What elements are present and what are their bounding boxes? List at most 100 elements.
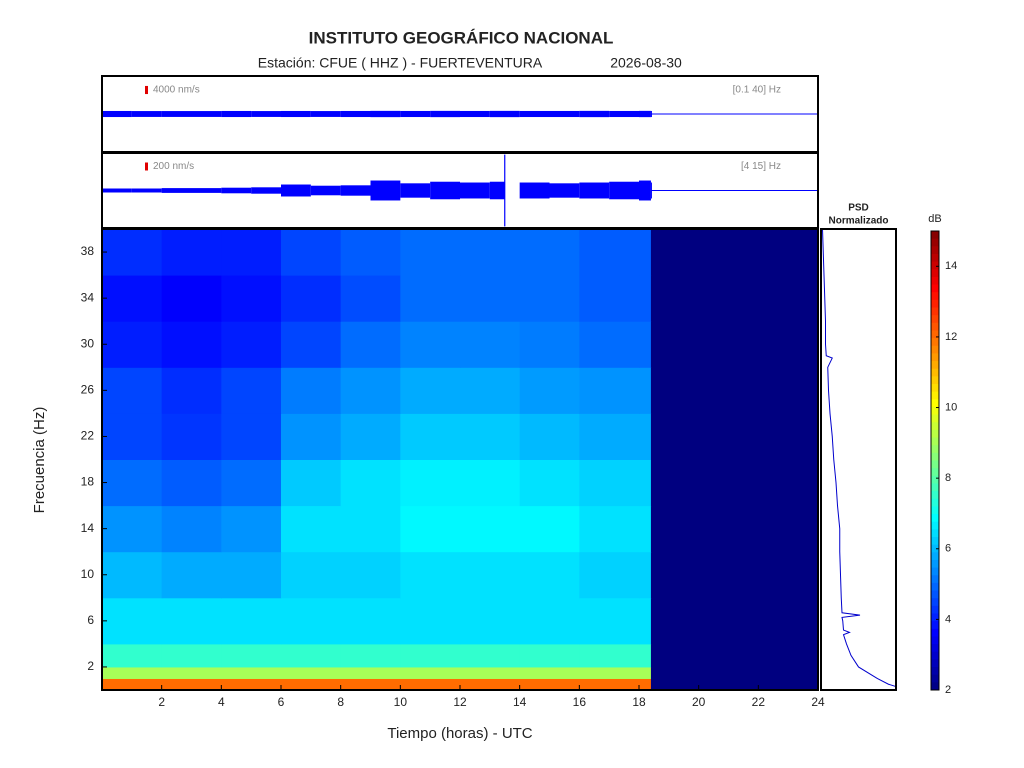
trace-envelope — [639, 110, 651, 118]
spectrogram-cell — [650, 678, 819, 691]
panel-frame — [101, 228, 819, 691]
colorbar-step — [931, 552, 939, 561]
spectrogram-cell — [400, 597, 461, 645]
colorbar-step — [931, 361, 939, 370]
spectrogram-cell — [281, 666, 342, 679]
colorbar-step — [931, 429, 939, 439]
trace-envelope — [609, 181, 639, 200]
spectrogram-cell — [281, 643, 342, 668]
spectrogram-cell — [221, 597, 282, 645]
spectrogram-cell — [460, 505, 521, 553]
colorbar-step — [931, 445, 939, 454]
trace-envelope — [251, 111, 281, 117]
spectrogram-cell — [400, 551, 461, 599]
colorbar-step — [931, 537, 939, 546]
spectrogram-cell — [221, 678, 282, 691]
x-tick-label: 18 — [632, 695, 646, 709]
spectrogram-cell — [639, 229, 652, 276]
colorbar-step — [931, 559, 939, 569]
spectrogram-cell — [650, 413, 819, 460]
spectrogram-cell — [460, 367, 521, 414]
colorbar-step — [931, 544, 939, 553]
spectrogram-cell — [579, 643, 640, 668]
y-tick-label: 38 — [81, 244, 95, 258]
colorbar-step — [931, 621, 939, 630]
spectrogram-cell — [102, 413, 163, 460]
colorbar-step — [931, 659, 939, 668]
spectrogram-cell — [460, 413, 521, 460]
spectrogram-cell — [650, 551, 819, 599]
colorbar-step — [931, 345, 939, 354]
spectrogram-cell — [161, 275, 222, 322]
spectrogram-cell — [400, 505, 461, 553]
scale-label: 200 nm/s — [153, 161, 194, 172]
y-tick-label: 18 — [81, 475, 95, 489]
trace-envelope — [221, 110, 252, 118]
spectrogram-cell — [400, 321, 461, 368]
x-tick-label: 14 — [513, 695, 527, 709]
spectrogram-cell — [519, 678, 580, 691]
colorbar-step — [931, 590, 939, 599]
colorbar-step — [931, 322, 939, 331]
spectrogram-cell — [519, 413, 580, 460]
spectrogram-cell — [639, 505, 652, 553]
spectrogram-cell — [519, 321, 580, 368]
colorbar-tick-label: 8 — [945, 472, 951, 484]
spectrogram-cell — [460, 275, 521, 322]
trace-envelope — [102, 110, 132, 118]
spectrogram-cell — [519, 367, 580, 414]
trace-envelope — [519, 110, 550, 118]
spectrogram-cell — [400, 413, 461, 460]
colorbar-step — [931, 284, 939, 293]
spectrogram-cell — [579, 551, 640, 599]
colorbar-tick-label: 10 — [945, 401, 957, 413]
spectrogram-cell — [161, 413, 222, 460]
x-tick-label: 8 — [337, 695, 344, 709]
spectrogram-cell — [460, 666, 521, 679]
colorbar-step — [931, 338, 939, 347]
trace-envelope — [340, 185, 371, 196]
spectrogram-cell — [221, 229, 282, 276]
colorbar-step — [931, 292, 939, 301]
trace-envelope — [310, 111, 341, 117]
spectrogram-cell — [161, 643, 222, 668]
colorbar-step — [931, 644, 939, 653]
spectrogram-cell — [519, 666, 580, 679]
spectrogram-cell — [161, 321, 222, 368]
spectrogram-cell — [460, 597, 521, 645]
trace-envelope — [489, 110, 520, 118]
spectrogram-cell — [400, 643, 461, 668]
colorbar-step — [931, 269, 939, 278]
trace-envelope — [281, 184, 311, 197]
spectrogram-cell — [650, 666, 819, 679]
colorbar-step — [931, 422, 939, 431]
y-tick-label: 22 — [81, 429, 95, 443]
trace-envelope — [650, 110, 652, 118]
spectrogram-cell — [340, 643, 401, 668]
trace-envelope — [549, 110, 580, 118]
psd-title: PSD — [848, 203, 869, 214]
colorbar-step — [931, 437, 939, 446]
colorbar-tick-label: 2 — [945, 684, 951, 696]
spectrogram-cell — [340, 413, 401, 460]
trace-envelope — [609, 110, 639, 118]
spectrogram-cell — [460, 551, 521, 599]
trace-envelope — [650, 182, 652, 199]
spectrogram-cell — [460, 321, 521, 368]
filter-label: [0.1 40] Hz — [733, 85, 781, 96]
trace-envelope — [579, 110, 610, 118]
colorbar-step — [931, 231, 939, 240]
colorbar-step — [931, 261, 939, 270]
spectrogram-cell — [281, 505, 342, 553]
spectrogram-cell — [639, 413, 652, 460]
spectrogram-cell — [650, 459, 819, 507]
trace-envelope — [579, 182, 610, 199]
spectrogram-cell — [639, 678, 652, 691]
trace-envelope — [191, 188, 222, 193]
spectrogram-cell — [519, 597, 580, 645]
y-tick-label: 10 — [81, 567, 95, 581]
spectrogram-cell — [340, 321, 401, 368]
spectrogram-cell — [161, 367, 222, 414]
spectrogram-cell — [102, 321, 163, 368]
colorbar-step — [931, 514, 939, 523]
